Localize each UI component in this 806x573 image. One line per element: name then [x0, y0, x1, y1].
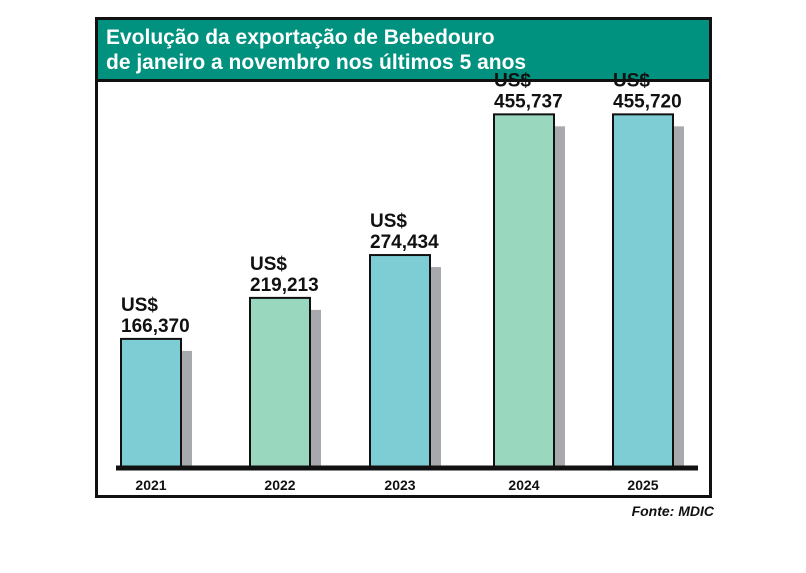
x-tick-label: 2023 — [384, 477, 415, 493]
bar — [369, 254, 431, 469]
bar-shadow — [673, 126, 684, 469]
data-label: 455,720 — [613, 91, 682, 112]
x-tick-label: 2021 — [135, 477, 166, 493]
data-label-currency: US$ — [494, 70, 531, 91]
chart-frame: Evolução da exportação de Bebedouro de j… — [95, 17, 712, 498]
bar-shadow — [554, 126, 565, 469]
data-label: 166,370 — [121, 316, 190, 337]
chart-subtitle: de janeiro a novembro nos últimos 5 anos — [106, 51, 527, 74]
bar-shadow — [430, 267, 441, 468]
bar-chart: US$166,3702021US$219,2132022US$274,43420… — [116, 70, 698, 493]
data-label-currency: US$ — [370, 211, 407, 232]
data-label: 219,213 — [250, 275, 319, 296]
x-tick-label: 2022 — [264, 477, 295, 493]
bar — [249, 296, 311, 469]
source-note: Fonte: MDIC — [631, 503, 714, 519]
data-label: 274,434 — [370, 232, 439, 253]
bar-shadow — [310, 309, 321, 468]
chart-title: Evolução da exportação de Bebedouro — [106, 26, 495, 49]
bar-shadow — [181, 350, 192, 468]
chart-header: Evolução da exportação de Bebedouro de j… — [98, 20, 709, 82]
bar — [120, 337, 182, 469]
x-tick-label: 2024 — [508, 477, 539, 493]
data-label-currency: US$ — [121, 295, 158, 316]
bar — [612, 113, 674, 470]
data-label-currency: US$ — [250, 254, 287, 275]
x-tick-label: 2025 — [627, 477, 658, 493]
data-label: 455,737 — [494, 91, 563, 112]
data-label-currency: US$ — [613, 70, 650, 91]
bar — [493, 113, 555, 470]
